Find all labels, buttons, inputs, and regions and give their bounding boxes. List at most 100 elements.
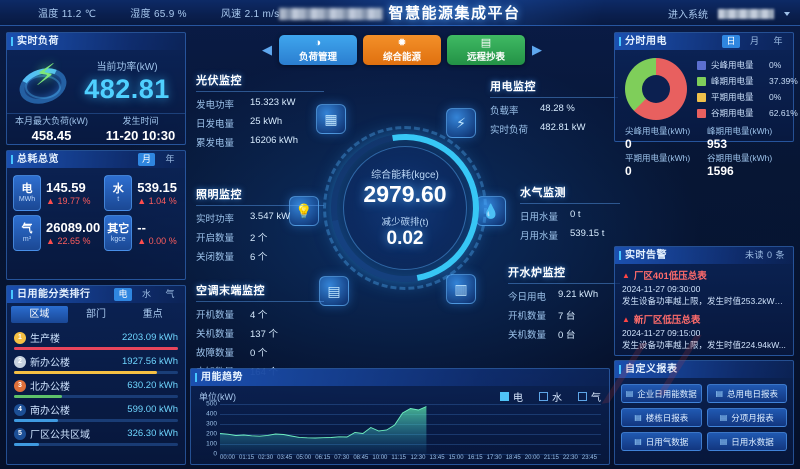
other-chip-icon: 其它 kgce: [104, 215, 133, 251]
power-monitoring-group: 用电监控 负载率 48.28 % 实时负荷 482.81 kW: [490, 78, 618, 136]
rank-badge: 1: [14, 331, 26, 344]
rank-name: 北办公楼: [30, 382, 70, 393]
list-item[interactable]: 2 新办公楼 1927.56 kWh: [14, 354, 178, 374]
legend-item-water[interactable]: 水: [539, 389, 562, 404]
boiler-today-energy: 9.21 kWh: [558, 289, 599, 300]
enter-system-link[interactable]: 进入系统: [668, 10, 708, 21]
list-item[interactable]: 3 北办公楼 630.20 kWh: [14, 378, 178, 398]
report-button[interactable]: ▤ 楼栋日报表: [621, 408, 702, 427]
nav-button-load-management[interactable]: ◑ 负荷管理: [279, 35, 357, 65]
report-button[interactable]: ▤ 企业日用能数据: [621, 384, 702, 403]
rank-badge: 2: [14, 355, 26, 368]
alarm-time: 2024-11-27 09:15:00: [622, 328, 701, 338]
alarm-panel: 实时告警 未读 0 条 ▲ 厂区401低压总表 2024-11-27 09:30:0…: [614, 246, 794, 356]
x-tick: 16:15: [467, 455, 483, 461]
rank-tab-area[interactable]: 区域: [11, 306, 68, 323]
water-value: 539.15: [137, 179, 177, 195]
report-button-label: 日用气数据: [645, 436, 689, 447]
solar-panel-icon[interactable]: ▦: [316, 104, 346, 134]
other-change: ▲ 0.00 %: [137, 235, 177, 246]
total-consumption-grid: 电 MWh 145.59 ▲ 19.77 % 水 t 539.15 ▲ 1.04…: [7, 168, 185, 258]
lighting-power-value: 3.547 kW: [250, 211, 291, 222]
list-item[interactable]: 5 厂区公共区域 326.30 kWh: [14, 426, 178, 446]
report-button[interactable]: ▤ 总用电日报表: [706, 384, 787, 403]
current-power-label: 当前功率(kW): [96, 62, 158, 73]
chevron-left-icon[interactable]: ◀: [262, 42, 272, 57]
boiler-icon[interactable]: ▥: [446, 274, 476, 304]
time-of-use-legend: 尖峰用电量 0% 峰期用电量 37.39% 平期用电量 0% 谷期用电量 62.61%: [687, 56, 798, 123]
x-tick: 02:30: [258, 455, 274, 461]
gauge-outer-ring: [323, 126, 487, 290]
tou-tab-month[interactable]: 月: [749, 36, 760, 46]
boiler-on-count: 7 台: [558, 311, 576, 322]
type-tab-gas[interactable]: 气: [165, 289, 175, 299]
x-tick: 05:00: [296, 455, 312, 461]
legend-swatch-electricity: [500, 392, 509, 401]
alarm-description: 发生设备功率越上限，发生时值224.94kW...: [622, 340, 786, 350]
total-consumption-tabs: 月 年: [137, 153, 179, 166]
pv-total-value: 16206 kWh: [250, 135, 299, 146]
rank-value: 599.00 kWh: [127, 404, 178, 415]
rank-value: 1927.56 kWh: [122, 356, 178, 367]
alarm-item[interactable]: ▲ 厂区401低压总表 2024-11-27 09:30:00 发生设备功率越上限，发…: [622, 268, 786, 307]
list-item[interactable]: 1 生产楼 2203.09 kWh: [14, 330, 178, 350]
time-of-use-donut-chart: [625, 58, 687, 120]
legend-item-gas[interactable]: 气: [578, 389, 601, 404]
nav-button-integrated-energy[interactable]: ✹ 综合能源: [363, 35, 441, 65]
type-tab-electricity[interactable]: 电: [114, 288, 132, 301]
alarm-device-name: 新厂区低压总表: [633, 315, 701, 326]
nav-button-remote-meter-reading[interactable]: ▤ 远程抄表: [447, 35, 525, 65]
tab-year[interactable]: 年: [165, 154, 175, 164]
doc-icon: ▤: [715, 389, 724, 398]
report-button[interactable]: ▤ 分项月报表: [706, 408, 787, 427]
list-item[interactable]: 4 南办公楼 599.00 kWh: [14, 402, 178, 422]
hvac-on-count: 4 个: [250, 310, 268, 321]
other-value: --: [137, 219, 146, 235]
lighting-on-count: 2 个: [250, 233, 268, 244]
tou-value-item: 尖峰用电量(kWh) 0: [625, 126, 691, 151]
doc-icon: ▤: [719, 413, 728, 422]
hvac-fault-count: 0 个: [250, 348, 268, 359]
doc-icon: ▤: [634, 437, 642, 446]
bulb-icon[interactable]: 💡: [289, 196, 319, 226]
header-user-area[interactable]: 进入系统: [668, 6, 790, 21]
gas-change: ▲ 22.65 %: [46, 235, 91, 246]
tou-tab-day[interactable]: 日: [722, 35, 740, 48]
total-item-other: 其它 kgce -- ▲ 0.00 %: [104, 215, 179, 251]
rank-tab-key[interactable]: 重点: [142, 309, 163, 320]
chevron-down-icon[interactable]: [784, 11, 790, 16]
rank-tab-department[interactable]: 部门: [86, 309, 106, 320]
report-button-label: 分项月报表: [731, 412, 774, 423]
air-conditioner-icon[interactable]: ▤: [319, 276, 349, 306]
legend-item-electricity[interactable]: 电: [500, 389, 523, 404]
custom-reports-panel: 自定义报表 ▤ 企业日用能数据 ▤ 总用电日报表 ▤ 楼栋日报表 ▤ 分项月报表 ▤ 日用气数据 ▤…: [614, 360, 794, 465]
electricity-value: 145.59: [46, 179, 86, 195]
y-tick: 200: [206, 430, 217, 438]
lightning-icon[interactable]: ⚡: [446, 108, 476, 138]
alarm-item[interactable]: ▲ 新厂区低压总表 2024-11-27 09:15:00 发生设备功率越上限，发生时…: [622, 312, 786, 351]
report-button[interactable]: ▤ 日用气数据: [621, 432, 702, 451]
rank-bar: [14, 371, 178, 374]
header-weather-metrics: 温度 11.2 ℃ 湿度 65.9 % 风速 2.1 m/s: [38, 5, 279, 20]
lighting-monitoring-title: 照明监控: [196, 186, 324, 206]
y-tick: 0: [213, 450, 217, 458]
tou-tab-year[interactable]: 年: [773, 36, 783, 46]
meter-icon: ▤: [480, 37, 492, 49]
report-button[interactable]: ▤ 日用水数据: [706, 432, 787, 451]
gridline: [220, 454, 601, 455]
rank-badge: 4: [14, 403, 26, 416]
legend-item: 峰期用电量 37.39%: [697, 75, 798, 87]
daily-ranking-tabs: 区域 部门 重点: [11, 306, 181, 323]
type-tab-water[interactable]: 水: [141, 289, 152, 299]
rank-bar: [14, 419, 178, 422]
tab-month[interactable]: 月: [137, 153, 156, 166]
header-decoration: [0, 0, 800, 26]
daily-water-value: 0 t: [570, 209, 581, 220]
report-button-label: 楼栋日报表: [645, 412, 689, 423]
x-tick: 20:00: [524, 455, 540, 461]
daily-ranking-title: 日用能分类排行 电 水 气: [7, 286, 185, 303]
energy-trend-chart: 0 100 200 300 400 500 00:00 01:15 02:30 03:45 05:…: [197, 401, 603, 466]
chevron-right-icon[interactable]: ▶: [532, 42, 542, 57]
